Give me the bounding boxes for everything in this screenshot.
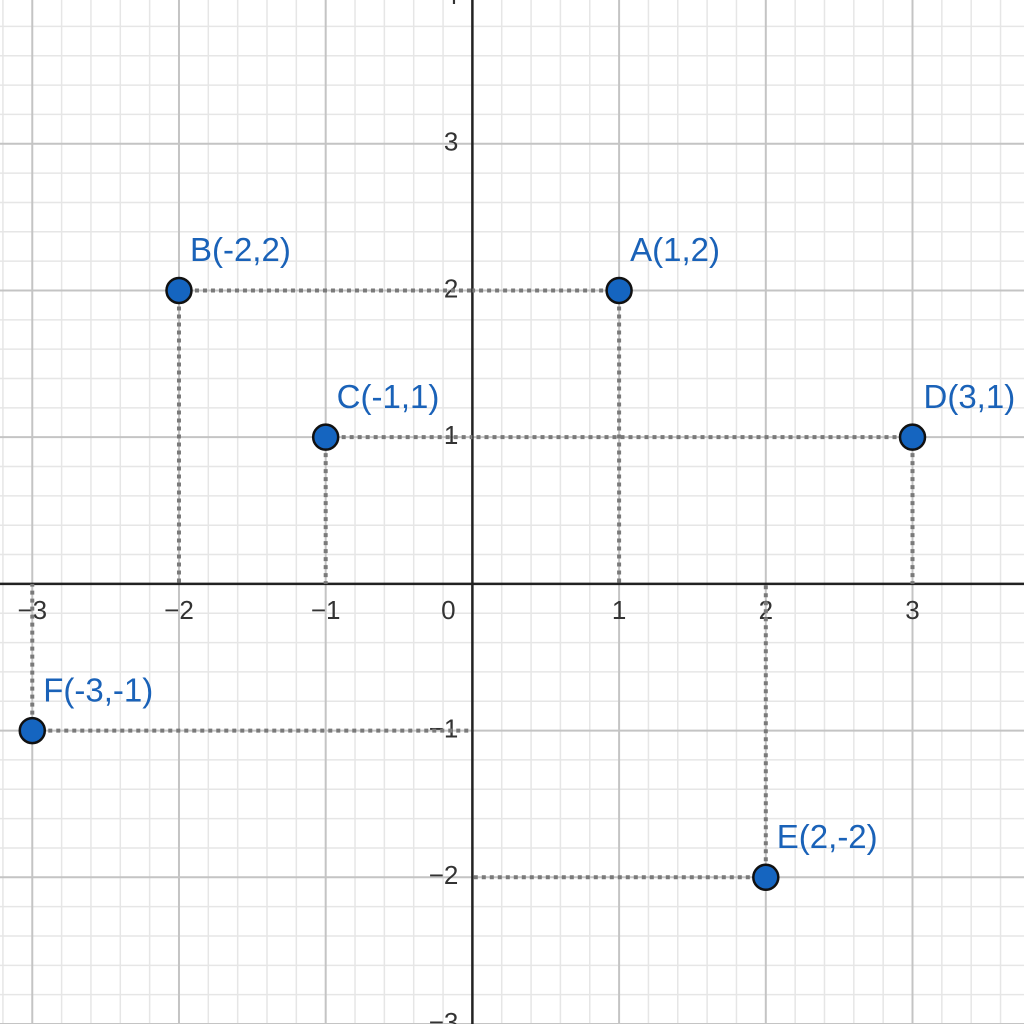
- x-tick-label: 1: [612, 595, 626, 625]
- point-label: E(2,-2): [777, 818, 878, 855]
- point-label: B(-2,2): [190, 231, 291, 268]
- point: [752, 863, 780, 892]
- point: [605, 276, 633, 305]
- y-tick-label: −3: [429, 1007, 459, 1024]
- point: [165, 276, 193, 305]
- y-tick-label: −1: [429, 713, 459, 743]
- point-label: F(-3,-1): [43, 671, 153, 708]
- y-tick-label: 1: [444, 420, 458, 450]
- y-tick-label: 4: [444, 0, 458, 10]
- x-tick-label: −1: [311, 595, 341, 625]
- point: [898, 423, 927, 451]
- x-tick-label: 0: [441, 595, 455, 625]
- point: [18, 716, 47, 745]
- y-tick-label: −2: [429, 860, 459, 890]
- point-label: A(1,2): [630, 231, 720, 268]
- point-label: D(3,1): [924, 378, 1016, 415]
- y-tick-label: 3: [444, 127, 458, 157]
- y-tick-label: 2: [444, 273, 458, 303]
- x-tick-label: −2: [164, 595, 194, 625]
- x-tick-label: 3: [905, 595, 919, 625]
- point-label: C(-1,1): [337, 378, 440, 415]
- point: [311, 423, 340, 451]
